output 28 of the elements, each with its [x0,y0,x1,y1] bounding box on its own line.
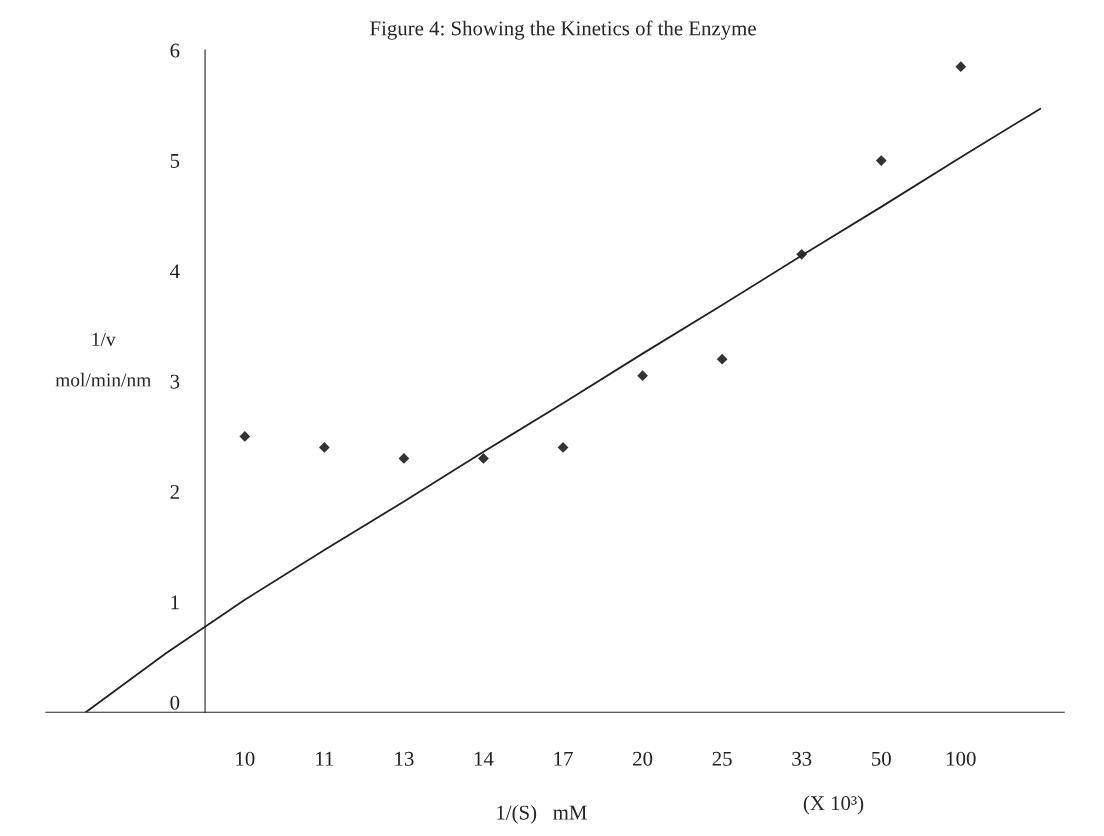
x-tick-label: 33 [792,751,812,766]
y-tick-label: 0 [170,695,180,710]
x-tick-label: 17 [554,751,573,766]
x-tick-label: 13 [395,751,414,766]
y-tick-label: 3 [170,374,180,389]
y-tick-label: 4 [170,264,180,279]
point [239,431,251,442]
point [319,442,330,453]
y-tick-label: 1 [171,595,179,610]
text: 1/v mol/min/nm [55,332,151,387]
text: (X 10³) [803,795,864,815]
chart-title: Figure 4: Showing the Kinetics of the Enzyme [370,20,756,40]
point [478,453,489,464]
y-tick-label: 6 [170,43,180,58]
y-tick-label: 2 [170,485,179,499]
point [875,155,887,166]
x-tick-label: 100 [947,751,976,766]
x-tick-label: 14 [474,751,494,766]
x-tick-label: 10 [236,751,255,766]
x-tick-label: 25 [712,751,732,766]
point [955,61,967,73]
x-tick-label: 11 [316,751,334,766]
x-axis-title: 1/(S) mM [497,804,587,824]
point [637,370,648,382]
x-tick-label: 20 [633,751,653,766]
x-tick-label: 50 [872,751,891,766]
y-tick-label: 5 [170,154,180,168]
point [716,353,728,365]
